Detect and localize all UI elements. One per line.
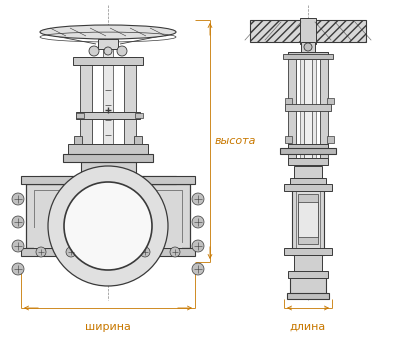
Bar — [288, 144, 328, 151]
Bar — [63, 154, 153, 162]
Bar — [285, 98, 292, 104]
Bar — [320, 52, 328, 158]
Bar — [284, 184, 332, 191]
Bar — [283, 54, 333, 59]
Bar — [288, 271, 328, 278]
Bar — [294, 255, 322, 273]
Ellipse shape — [40, 25, 176, 39]
Bar — [292, 184, 324, 255]
Bar — [327, 98, 334, 104]
Bar — [76, 112, 140, 119]
Bar — [285, 104, 331, 111]
Circle shape — [48, 166, 168, 286]
Bar — [74, 136, 82, 144]
Bar — [301, 42, 315, 52]
Bar — [124, 57, 136, 158]
Bar — [288, 52, 328, 59]
Ellipse shape — [192, 193, 204, 205]
Bar — [34, 190, 182, 242]
Ellipse shape — [192, 216, 204, 228]
Ellipse shape — [12, 216, 24, 228]
Bar — [34, 228, 182, 248]
Bar — [250, 20, 366, 42]
Bar — [21, 248, 195, 256]
Bar — [73, 57, 143, 65]
Bar — [290, 277, 326, 295]
Bar — [298, 202, 318, 237]
Bar — [80, 57, 92, 158]
Bar — [135, 113, 143, 118]
Bar — [68, 144, 148, 154]
Ellipse shape — [304, 43, 312, 51]
Bar — [285, 136, 292, 143]
Text: длина: длина — [290, 322, 326, 332]
Bar — [327, 136, 334, 143]
Ellipse shape — [12, 193, 24, 205]
Ellipse shape — [12, 263, 24, 275]
Bar — [284, 248, 332, 255]
Bar — [294, 166, 322, 181]
Bar — [298, 194, 318, 244]
Ellipse shape — [104, 47, 112, 55]
Bar — [304, 52, 312, 158]
Bar — [300, 52, 316, 158]
Ellipse shape — [36, 247, 46, 257]
Text: ширина: ширина — [85, 322, 131, 332]
Bar — [98, 39, 118, 49]
Bar — [290, 178, 326, 184]
Ellipse shape — [12, 240, 24, 252]
Ellipse shape — [66, 247, 76, 257]
Ellipse shape — [192, 240, 204, 252]
Bar — [103, 39, 113, 158]
Bar — [296, 188, 320, 251]
Bar — [288, 52, 296, 158]
Bar — [26, 184, 190, 248]
Bar — [21, 176, 195, 184]
Circle shape — [64, 182, 152, 270]
Bar — [40, 176, 176, 184]
Ellipse shape — [117, 46, 127, 56]
Bar — [134, 136, 142, 144]
Ellipse shape — [140, 247, 150, 257]
Bar — [280, 148, 336, 154]
Bar — [300, 18, 316, 44]
Bar — [288, 158, 328, 165]
Ellipse shape — [170, 247, 180, 257]
Ellipse shape — [192, 263, 204, 275]
Bar — [76, 113, 84, 118]
Ellipse shape — [89, 46, 99, 56]
Bar — [80, 162, 136, 180]
Bar — [287, 293, 329, 299]
Text: высота: высота — [215, 136, 256, 146]
